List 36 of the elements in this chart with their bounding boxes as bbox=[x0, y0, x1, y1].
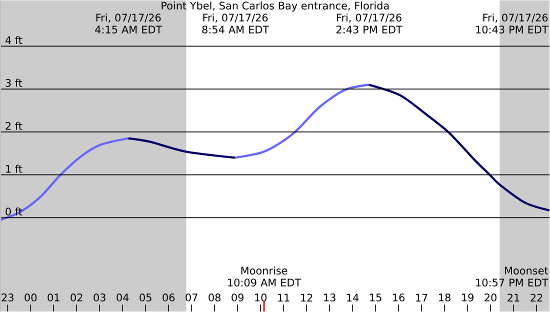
x-tick-label: 03 bbox=[94, 294, 106, 302]
x-tick-label: 19 bbox=[462, 294, 474, 302]
x-tick-label: 10 bbox=[255, 294, 267, 302]
x-tick-label: 01 bbox=[48, 294, 60, 302]
x-tick-label: 14 bbox=[347, 294, 359, 302]
x-tick-label: 05 bbox=[140, 294, 152, 302]
ref-line-label: Moonrise 10:09 AM EDT bbox=[228, 266, 302, 286]
x-tick-label: 09 bbox=[232, 294, 244, 302]
x-tick-label: 08 bbox=[208, 294, 221, 302]
chart-title: Point Ybel, San Carlos Bay entrance, Florida bbox=[162, 2, 389, 12]
x-tick-label: 00 bbox=[24, 294, 37, 302]
y-tick-label: 2 ft bbox=[6, 122, 22, 130]
x-tick-label: 21 bbox=[508, 294, 520, 302]
x-tick-label: 18 bbox=[439, 294, 450, 302]
x-tick-label: 04 bbox=[116, 294, 129, 302]
x-tick-label: 20 bbox=[484, 294, 496, 302]
x-tick-label: 11 bbox=[278, 294, 290, 302]
x-tick-label: 17 bbox=[416, 294, 428, 302]
x-tick-label: 23 bbox=[2, 294, 14, 302]
annotation: Moonset 10:57 PM EDT bbox=[476, 266, 548, 286]
annotation: Fri, 07/17/26 10:43 PM EDT bbox=[476, 13, 548, 34]
annotation: Fri, 07/17/26 2:43 PM EDT bbox=[336, 13, 402, 34]
y-tick-label: 4 ft bbox=[5, 36, 22, 44]
x-tick-label: 16 bbox=[393, 294, 405, 302]
annotation: Fri, 07/17/26 4:15 AM EDT bbox=[95, 13, 162, 34]
y-tick-label: 0 ft bbox=[6, 207, 22, 216]
x-tick-label: 22 bbox=[530, 294, 542, 302]
x-tick-label: 15 bbox=[370, 294, 382, 302]
x-tick-label: 06 bbox=[162, 294, 175, 302]
x-tick-label: 02 bbox=[70, 294, 82, 302]
x-tick-label: 07 bbox=[186, 294, 198, 302]
y-tick-label: 1 ft bbox=[6, 164, 22, 173]
annotation: Fri, 07/17/26 8:54 AM EDT bbox=[202, 13, 270, 34]
x-tick-label: 13 bbox=[324, 294, 336, 302]
x-tick-label: 12 bbox=[301, 294, 312, 302]
y-tick-label: 3 ft bbox=[6, 78, 22, 87]
